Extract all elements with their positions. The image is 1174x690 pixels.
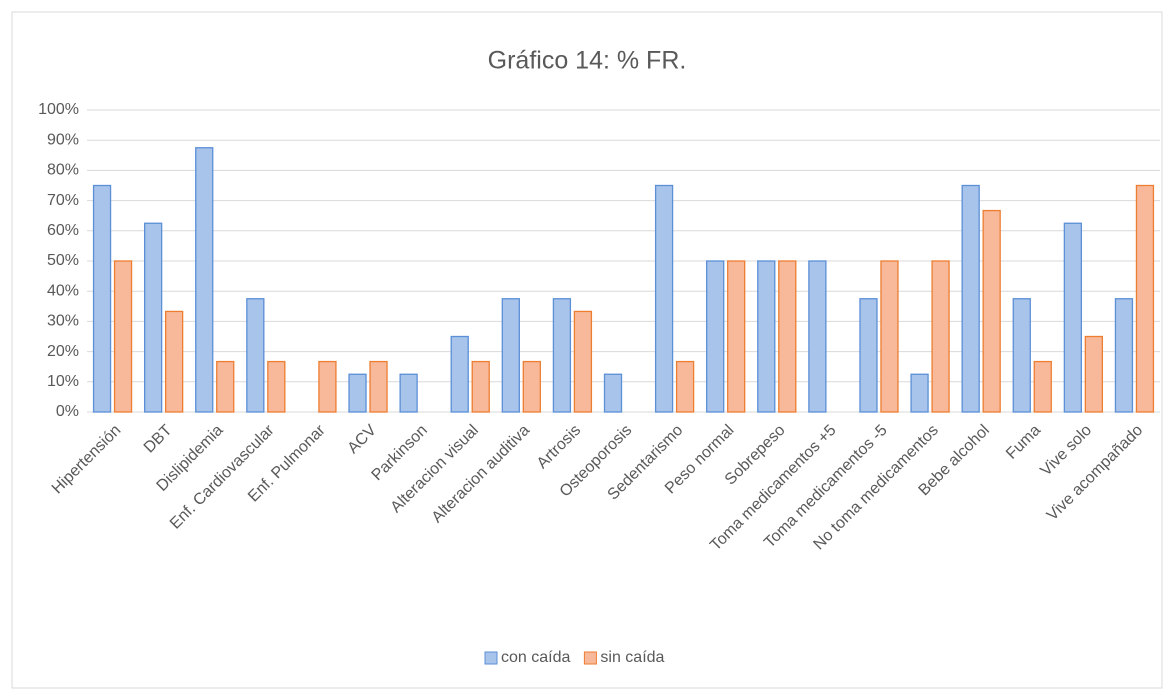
y-tick-label: 70% (47, 192, 79, 209)
bar (522, 360, 541, 413)
y-tick-label: 80% (47, 162, 79, 179)
bar (1114, 298, 1134, 413)
y-tick-label: 60% (47, 222, 79, 239)
y-tick-label: 0% (56, 403, 79, 420)
legend-swatch (583, 651, 597, 665)
bar (246, 298, 265, 413)
bar (573, 310, 593, 413)
bar (164, 310, 184, 413)
bar (195, 147, 214, 413)
bar (369, 360, 388, 413)
legend-label: sin caída (600, 649, 664, 666)
y-tick-label: 30% (47, 313, 79, 330)
bar (654, 184, 674, 413)
bar (880, 260, 899, 413)
bar (471, 360, 490, 413)
y-tick-label: 10% (47, 373, 79, 390)
bar (501, 298, 520, 413)
bar (1135, 184, 1155, 413)
bar (961, 184, 980, 413)
chart-title: Gráfico 14: % FR. (488, 47, 687, 75)
bar (318, 360, 337, 413)
legend-label: con caída (501, 649, 570, 666)
bar (931, 260, 950, 413)
legend-swatch (484, 651, 498, 665)
bar (348, 373, 367, 413)
y-tick-label: 90% (47, 131, 79, 148)
bar (757, 260, 776, 413)
bar (216, 360, 235, 413)
bar (450, 335, 469, 413)
bar (859, 298, 878, 413)
bar (552, 298, 572, 413)
bar (603, 373, 623, 413)
bar (727, 260, 746, 413)
bar (675, 360, 695, 413)
bar (113, 260, 133, 413)
y-tick-label: 20% (47, 343, 79, 360)
bar (399, 373, 418, 413)
bar (1033, 360, 1052, 413)
y-tick-label: 40% (47, 282, 79, 299)
bar (778, 260, 797, 413)
bar (982, 209, 1001, 413)
y-tick-label: 50% (47, 252, 79, 269)
bar (910, 373, 929, 413)
bar (267, 360, 286, 413)
bar (808, 260, 827, 413)
bar (1063, 222, 1083, 413)
y-tick-label: 100% (38, 101, 79, 118)
bar (706, 260, 725, 413)
bar (1084, 335, 1104, 413)
bar (92, 184, 112, 413)
bar (1012, 298, 1031, 413)
bar (143, 222, 163, 413)
